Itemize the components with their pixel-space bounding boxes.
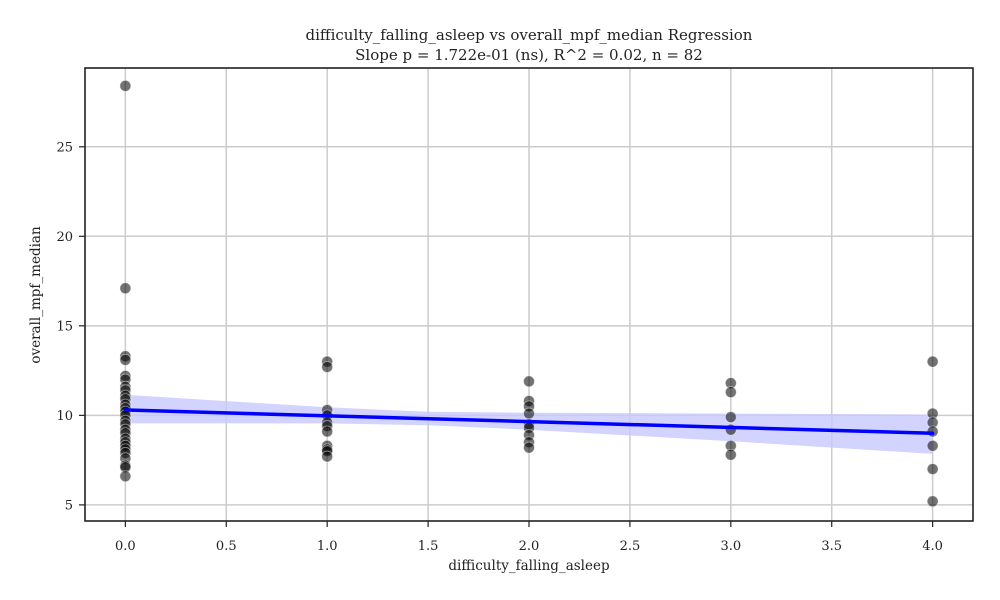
y-tick-label: 25 [56,140,73,155]
data-point [926,355,939,368]
x-tick-label: 0.5 [216,539,237,554]
x-tick-label: 1.0 [317,539,338,554]
y-tick-label: 5 [65,498,73,513]
regression-line-layer [123,408,935,436]
data-point [724,386,737,398]
data-point [523,441,535,454]
x-tick-label: 2.0 [519,539,540,554]
data-point [321,361,334,373]
data-point [321,425,334,438]
x-tick-label: 4.0 [922,539,943,554]
regression-line [123,408,935,436]
data-point [926,463,939,475]
x-tick-label: 3.5 [821,539,842,554]
data-point [321,450,334,463]
y-axis-label: overall_mpf_median [28,226,44,364]
y-tick-label: 10 [56,409,73,424]
y-axis-ticks: 5 10 15 20 25 [56,140,85,513]
x-tick-label: 0.0 [115,539,136,554]
chart-subtitle: Slope p = 1.722e-01 (ns), R^2 = 0.02, n … [355,46,703,64]
data-point [523,407,535,420]
x-axis-label: difficulty_falling_asleep [448,558,609,574]
x-tick-label: 3.0 [720,539,741,554]
x-tick-label: 2.5 [620,539,641,554]
chart-title: difficulty_falling_asleep vs overall_mpf… [306,26,753,44]
x-axis-ticks: 0.0 0.5 1.0 1.5 2.0 2.5 3.0 3.5 4.0 [115,521,943,554]
scatter-points [119,80,939,508]
x-tick-label: 1.5 [418,539,439,554]
data-point [724,411,737,424]
data-point [119,470,132,483]
data-point [119,353,132,366]
data-point [523,375,535,388]
data-point [119,282,132,295]
data-point [724,448,737,461]
y-tick-label: 20 [56,230,73,245]
data-point [119,80,132,92]
data-point [926,495,939,508]
y-tick-label: 15 [56,319,73,334]
data-point [926,439,939,452]
